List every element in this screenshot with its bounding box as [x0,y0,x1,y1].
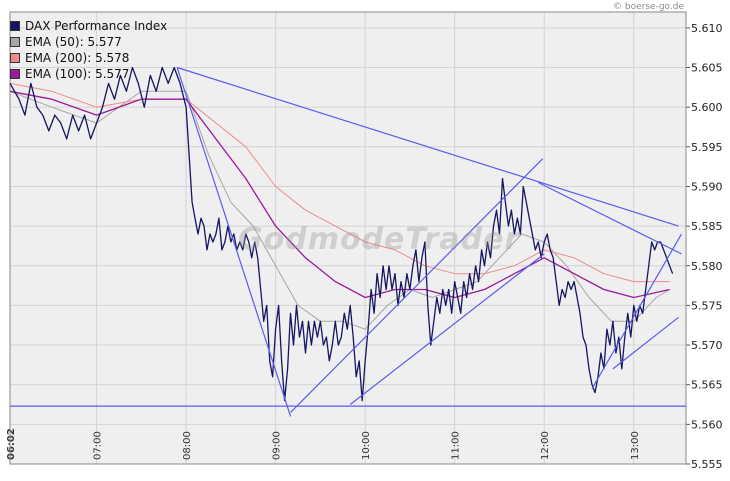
trendline [591,233,683,389]
source-credit: © boerse-go.de [613,2,684,12]
y-tick-label: 5.575 [691,299,723,312]
y-tick-label: 5.605 [691,62,723,75]
x-tick-label: 08:00 [182,431,193,460]
trendline [349,253,545,406]
trendline [176,67,292,417]
x-tick-label: 12:00 [540,431,551,460]
legend-label: EMA (200): 5.578 [25,51,130,65]
watermark: GodmodeTrader [238,222,521,257]
x-tick-label: 11:00 [451,431,462,460]
legend-label: EMA (50): 5.577 [25,35,122,49]
y-tick-label: 5.565 [691,379,723,392]
legend-swatch [10,69,20,79]
y-tick-label: 5.585 [691,220,723,233]
series-line-1 [9,90,670,330]
x-tick-label: 13:00 [630,431,641,460]
legend-swatch [10,21,20,31]
trendline [537,181,682,255]
trendline [612,316,679,370]
series-line-0 [9,66,674,402]
series-line-3 [9,90,670,299]
x-tick-label: 07:00 [93,431,104,460]
y-tick-label: 5.600 [691,101,723,114]
x-tick-label: 09:00 [272,431,283,460]
legend-label: EMA (100): 5.577 [25,67,130,81]
legend-swatch [10,53,20,63]
y-tick-label: 5.570 [691,339,723,352]
y-tick-label: 5.595 [691,141,723,154]
plot-border [9,11,687,465]
legend-label: DAX Performance Index [25,19,168,33]
legend-swatch [10,37,20,47]
y-tick-label: 5.580 [691,260,723,273]
trendline [290,158,544,413]
y-tick-label: 5.555 [691,458,723,471]
legend-item-ema50: EMA (50): 5.577 [10,34,167,50]
chart-legend: DAX Performance Index EMA (50): 5.577 EM… [10,18,167,82]
y-tick-label: 5.560 [691,418,723,431]
legend-item-ema100: EMA (100): 5.577 [10,66,167,82]
y-tick-label: 5.590 [691,180,723,193]
plot-area [10,12,686,464]
x-tick-label: 06:02 [6,428,17,460]
y-tick-label: 5.610 [691,22,723,35]
trendline [176,66,679,227]
legend-item-ema200: EMA (200): 5.578 [10,50,167,66]
x-tick-label: 10:00 [361,431,372,460]
legend-item-dax: DAX Performance Index [10,18,167,34]
